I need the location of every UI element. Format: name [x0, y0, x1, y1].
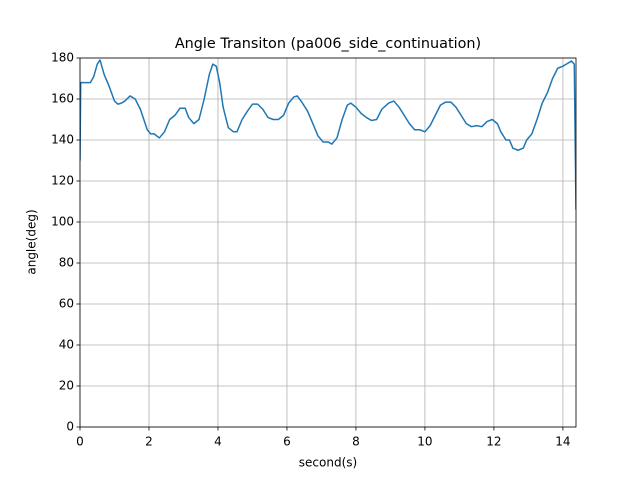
y-tick-label: 20	[59, 379, 74, 393]
x-tick-label: 14	[555, 435, 570, 449]
data-line	[80, 59, 576, 210]
x-axis-label: second(s)	[299, 456, 357, 470]
chart-title: Angle Transiton (pa006_side_continuation…	[175, 36, 481, 52]
y-tick-label: 140	[51, 133, 74, 147]
x-tick-label: 2	[145, 435, 153, 449]
x-tick-label: 12	[486, 435, 501, 449]
y-tick-label: 80	[59, 256, 74, 270]
y-tick-label: 120	[51, 174, 74, 188]
x-tick-label: 10	[417, 435, 432, 449]
x-tick-label: 6	[283, 435, 291, 449]
plot-frame	[79, 57, 577, 428]
x-tick-label: 0	[76, 435, 84, 449]
y-tick-label: 60	[59, 297, 74, 311]
y-tick-label: 0	[66, 420, 74, 434]
y-axis-label: angle(deg)	[25, 209, 39, 274]
x-tick-label: 4	[214, 435, 222, 449]
y-tick-label: 100	[51, 215, 74, 229]
x-tick-label: 8	[352, 435, 360, 449]
y-tick-label: 180	[51, 51, 74, 65]
y-tick-label: 40	[59, 338, 74, 352]
y-tick-label: 160	[51, 92, 74, 106]
